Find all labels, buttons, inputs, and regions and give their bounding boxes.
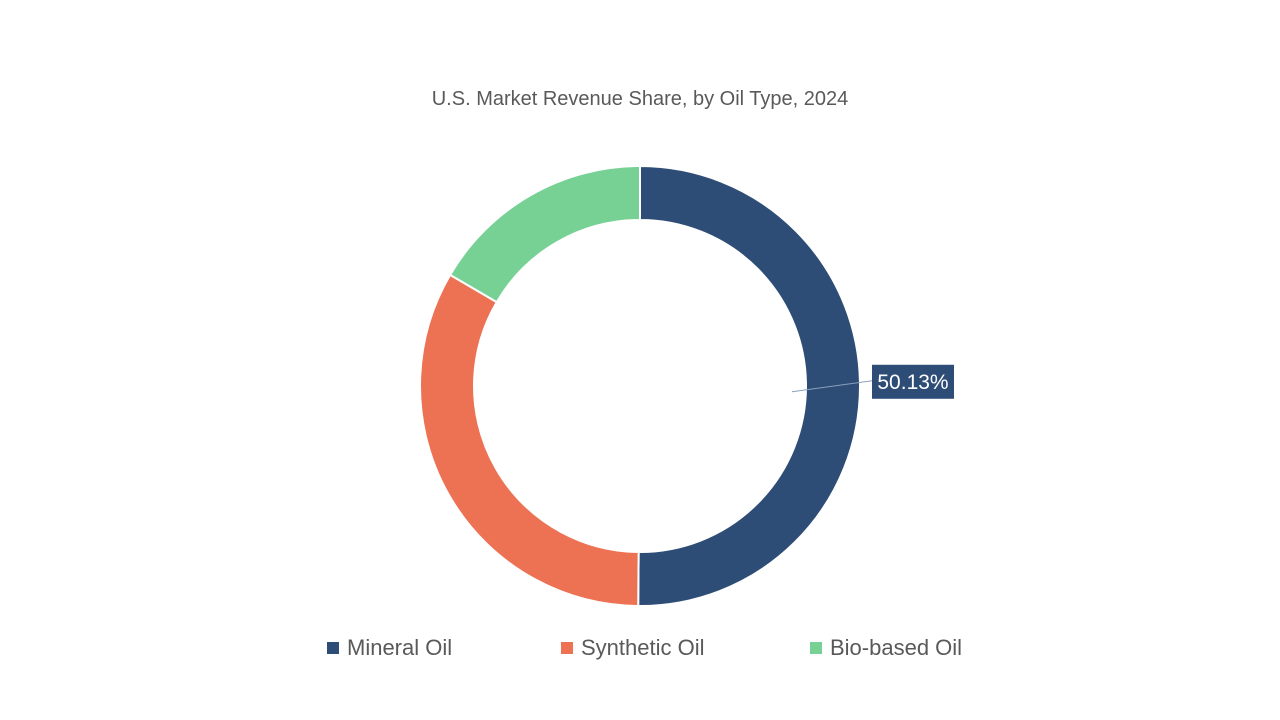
donut-slice-synthetic-oil <box>419 273 640 608</box>
data-label-box-mineral-oil <box>872 364 954 399</box>
legend-label-synthetic-oil: Synthetic Oil <box>581 635 705 660</box>
legend-label-bio-based-oil: Bio-based Oil <box>830 635 963 660</box>
legend-item-bio-based-oil: Bio-based Oil <box>810 633 962 663</box>
legend-swatch-mineral-oil <box>327 642 339 654</box>
legend-label-mineral-oil: Mineral Oil <box>347 635 453 660</box>
data-label-mineral-oil: 50.13% <box>877 371 948 394</box>
legend-swatch-bio-based-oil <box>810 642 822 654</box>
chart-title: U.S. Market Revenue Share, by Oil Type, … <box>431 88 849 110</box>
legend-item-mineral-oil: Mineral Oil <box>327 633 452 663</box>
legend-item-synthetic-oil: Synthetic Oil <box>561 633 705 663</box>
donut-slice-mineral-oil <box>637 164 861 607</box>
data-label-leader-mineral-oil <box>791 380 873 393</box>
donut-slice-bio-based-oil <box>448 164 641 304</box>
legend: Mineral Oil Synthetic Oil Bio-based Oil <box>0 633 1280 663</box>
legend-swatch-synthetic-oil <box>561 642 573 654</box>
